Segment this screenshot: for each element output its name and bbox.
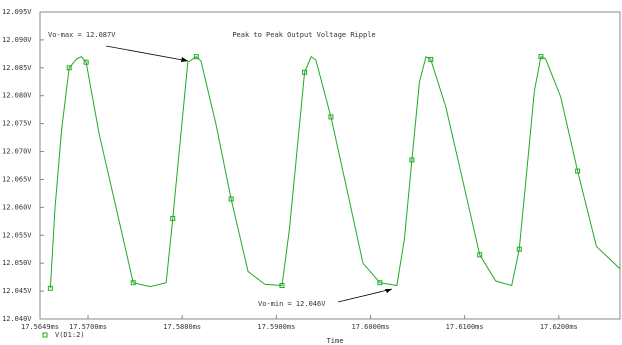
x-tick-label: 17.5900ms bbox=[257, 323, 295, 331]
marker bbox=[228, 196, 234, 202]
marker bbox=[170, 216, 176, 222]
y-tick-label: 12.065V bbox=[2, 175, 32, 183]
marker bbox=[130, 280, 136, 286]
x-tick-label: 17.5800ms bbox=[163, 323, 201, 331]
legend-label: V(D1:2) bbox=[55, 331, 85, 339]
marker bbox=[302, 69, 308, 75]
marker bbox=[279, 283, 285, 289]
marker bbox=[538, 54, 544, 60]
y-tick-label: 12.040V bbox=[2, 315, 32, 323]
legend-marker bbox=[42, 332, 48, 338]
chart-title: Peak to Peak Output Voltage Ripple bbox=[232, 31, 375, 39]
annotation: Vo-max = 12.087V bbox=[48, 31, 116, 39]
marker bbox=[516, 246, 522, 252]
marker bbox=[477, 252, 483, 258]
y-tick-label: 12.045V bbox=[2, 287, 32, 295]
marker bbox=[83, 59, 89, 65]
y-tick-label: 12.075V bbox=[2, 120, 32, 128]
y-tick-label: 12.070V bbox=[2, 148, 32, 156]
y-tick-label: 12.050V bbox=[2, 259, 32, 267]
marker bbox=[328, 114, 334, 120]
marker bbox=[377, 280, 383, 286]
y-tick-label: 12.080V bbox=[2, 92, 32, 100]
marker bbox=[193, 54, 199, 60]
y-tick-label: 12.055V bbox=[2, 231, 32, 239]
marker bbox=[428, 56, 434, 62]
arrow-head bbox=[385, 289, 392, 293]
y-tick-label: 12.060V bbox=[2, 203, 32, 211]
x-tick-label: 17.6000ms bbox=[352, 323, 390, 331]
x-tick-label: 17.6200ms bbox=[540, 323, 578, 331]
marker bbox=[409, 157, 415, 163]
arrow-head bbox=[181, 57, 188, 62]
arrow bbox=[105, 45, 189, 62]
annotation: Vo-min = 12.046V bbox=[258, 300, 326, 308]
line bbox=[49, 55, 621, 289]
marker bbox=[47, 285, 53, 291]
arrow bbox=[337, 288, 393, 303]
x-tick-label: 17.6100ms bbox=[446, 323, 484, 331]
plot-frame bbox=[39, 11, 621, 320]
x-tick-label: 17.5700ms bbox=[69, 323, 107, 331]
y-tick-label: 12.095V bbox=[2, 8, 32, 16]
marker bbox=[66, 65, 72, 71]
x-axis-label: Time bbox=[327, 337, 344, 345]
y-tick-label: 12.090V bbox=[2, 36, 32, 44]
y-tick-label: 12.085V bbox=[2, 64, 32, 72]
marker bbox=[575, 168, 581, 174]
x-tick-label: 17.5649ms bbox=[21, 323, 59, 331]
